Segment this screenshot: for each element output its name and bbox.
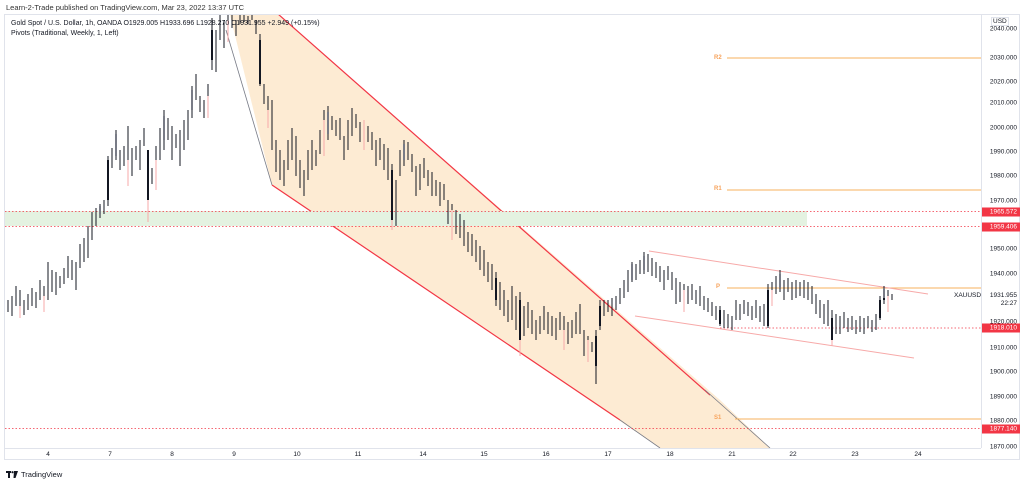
wedge-lower-line — [634, 315, 915, 359]
currency-label: USD — [991, 17, 1009, 26]
channel-lower-line-ext — [619, 419, 661, 448]
price-tick: 2010.000 — [989, 99, 1017, 107]
channel-left-edge — [225, 29, 273, 186]
price-tick: 1900.000 — [989, 368, 1017, 376]
time-tick: 11 — [354, 451, 362, 458]
bar-countdown: 22:27 — [1000, 300, 1017, 307]
price-chart-svg — [5, 15, 981, 448]
price-tick: 1990.000 — [989, 148, 1017, 156]
time-tick: 23 — [851, 451, 859, 458]
price-tick: 2030.000 — [989, 54, 1017, 62]
chart-frame — [4, 14, 1020, 460]
legend-symbol-line: Gold Spot / U.S. Dollar, 1h, OANDA O1929… — [11, 20, 320, 27]
level-tag-1918: 1918.010 — [982, 323, 1020, 333]
channel-upper-line — [278, 15, 711, 396]
brand-name: TradingView — [21, 470, 63, 479]
level-tag-1877: 1877.140 — [982, 424, 1020, 434]
time-tick: 15 — [480, 451, 488, 458]
pivot-p-label: P — [716, 284, 721, 290]
pivot-s1-label: S1 — [714, 415, 722, 421]
price-tick: 2000.000 — [989, 124, 1017, 132]
wedge-upper-line — [648, 250, 929, 295]
candle-bodies — [99, 30, 885, 366]
time-tick: 21 — [728, 451, 736, 458]
current-price-value: 1931.955 — [989, 292, 1017, 299]
symbol-label: XAUUSD — [954, 292, 982, 299]
price-tick: 1910.000 — [989, 344, 1017, 352]
publish-info: Learn-2-Trade published on TradingView.c… — [6, 3, 245, 12]
level-tag-1965: 1965.572 — [982, 207, 1020, 217]
price-tick: 2020.000 — [989, 78, 1017, 86]
price-tick: 1980.000 — [989, 172, 1017, 180]
time-tick: 9 — [232, 451, 236, 458]
descending-channel — [230, 15, 770, 448]
time-axis[interactable]: 4 7 8 9 10 11 14 15 16 17 18 21 22 23 24 — [5, 448, 981, 461]
chart-legend: Gold Spot / U.S. Dollar, 1h, OANDA O1929… — [11, 19, 320, 39]
time-tick: 8 — [170, 451, 174, 458]
time-tick: 4 — [46, 451, 50, 458]
price-tick: 1970.000 — [989, 197, 1017, 205]
time-tick: 18 — [666, 451, 674, 458]
price-axis[interactable]: 2040.000 2030.000 2020.000 2010.000 2000… — [981, 15, 1020, 451]
pivot-r1-label: R1 — [714, 186, 722, 192]
level-tag-1959: 1959.406 — [982, 222, 1020, 232]
time-tick: 22 — [789, 451, 797, 458]
time-tick: 14 — [419, 451, 427, 458]
time-tick: 16 — [542, 451, 550, 458]
support-zone — [5, 211, 807, 226]
time-tick: 24 — [914, 451, 922, 458]
price-tick: 1940.000 — [989, 270, 1017, 278]
price-tick: 1880.000 — [989, 417, 1017, 425]
price-tick: 1870.000 — [989, 443, 1017, 451]
price-tick: 1950.000 — [989, 245, 1017, 253]
time-tick: 17 — [604, 451, 612, 458]
price-tick: 1890.000 — [989, 393, 1017, 401]
price-tick: 2040.000 — [989, 25, 1017, 33]
time-tick: 7 — [108, 451, 112, 458]
tradingview-logo-icon — [6, 471, 18, 478]
chart-plot-area[interactable] — [5, 15, 981, 448]
current-price-label: 1931.955 22:27 — [990, 292, 1017, 308]
legend-indicator-line[interactable]: Pivots (Traditional, Weekly, 1, Left) — [11, 30, 119, 37]
tradingview-brand[interactable]: TradingView — [6, 470, 62, 479]
price-tick: 1920.000 — [989, 318, 1017, 326]
time-tick: 10 — [293, 451, 301, 458]
pivot-r2-label: R2 — [714, 55, 722, 61]
